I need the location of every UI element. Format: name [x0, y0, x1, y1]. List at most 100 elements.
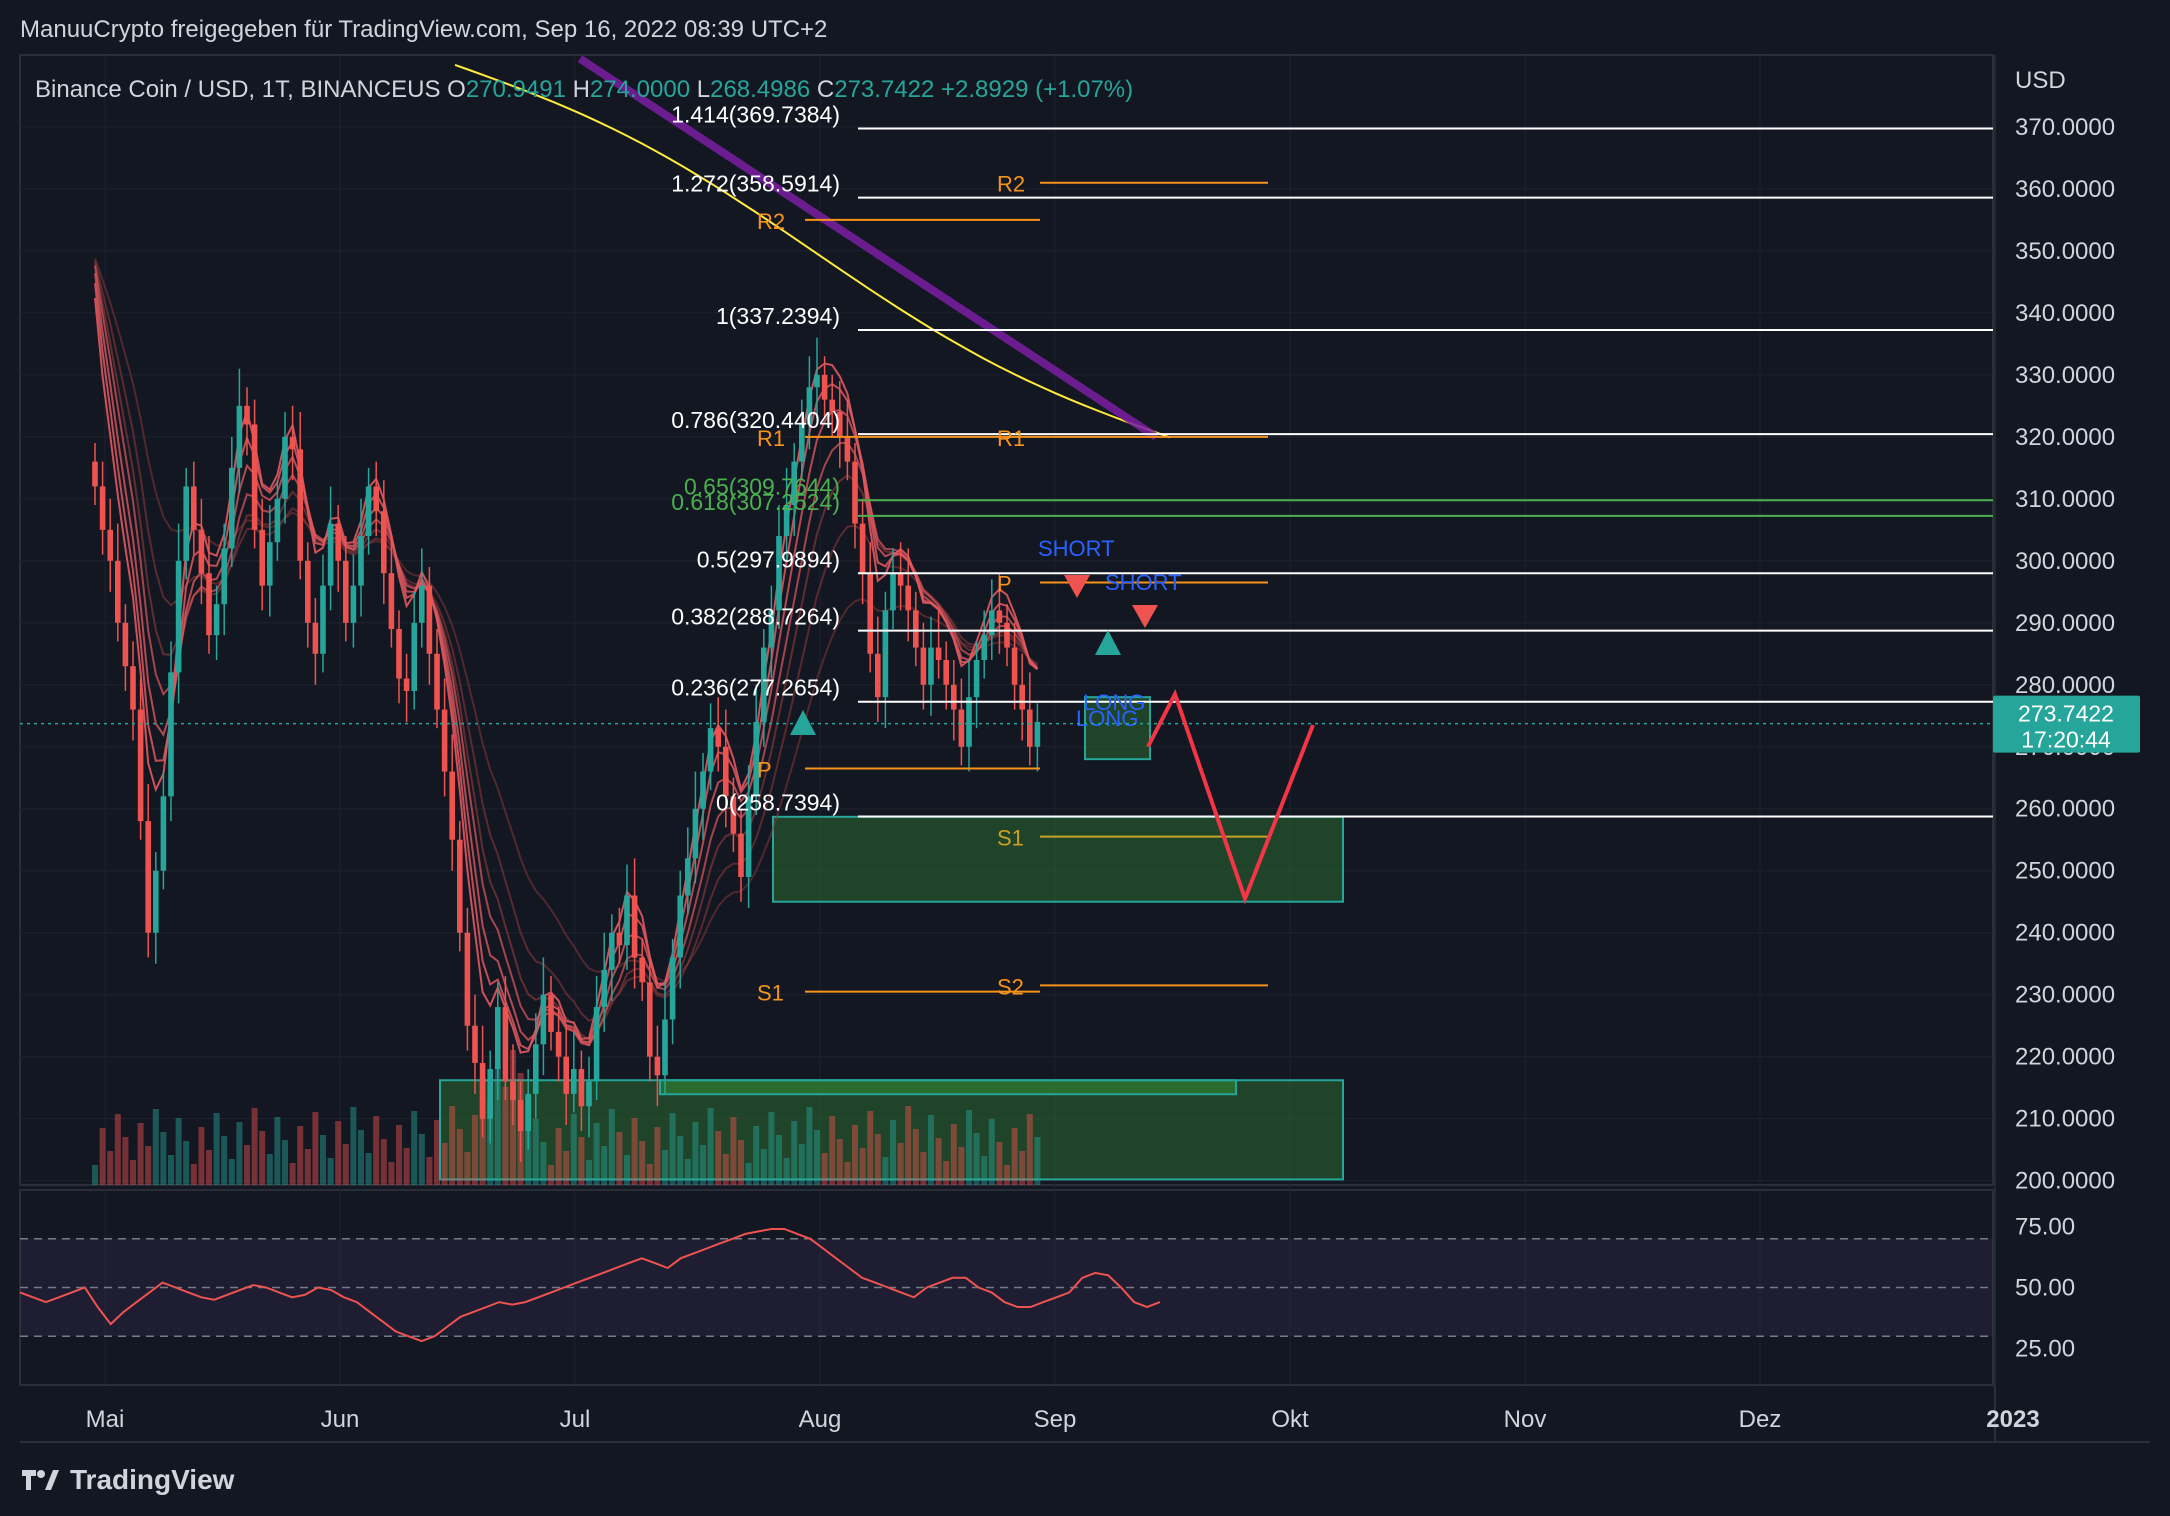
ema-ribbon-line — [94, 263, 1039, 1042]
volume-bar — [981, 1156, 988, 1185]
candle — [92, 461, 98, 487]
candle — [419, 585, 425, 623]
volume-bar — [388, 1162, 395, 1185]
volume-bar — [532, 1119, 539, 1185]
volume-bar — [555, 1128, 562, 1185]
candle — [213, 604, 220, 636]
candle — [502, 1007, 509, 1082]
candle — [168, 672, 174, 797]
price-axis-unit: USD — [2015, 67, 2066, 94]
fib-level-label: 0.236(277.2654) — [671, 675, 840, 701]
pivot-label: R1 — [757, 426, 785, 451]
candle — [1004, 622, 1010, 648]
candle — [381, 511, 387, 574]
volume-bar — [836, 1139, 843, 1185]
candle — [890, 573, 896, 611]
candle — [981, 635, 987, 660]
tradingview-footer[interactable]: TradingView — [20, 1464, 234, 1496]
buy-arrow-icon — [1095, 630, 1121, 655]
volume-bar — [449, 1106, 456, 1185]
candle — [859, 523, 866, 574]
candle — [685, 858, 691, 896]
volume-bar — [441, 1143, 448, 1185]
pivot-label: R2 — [997, 172, 1025, 197]
volume-bar — [540, 1142, 547, 1185]
volume-bar — [988, 1119, 995, 1185]
signal-label: SHORT — [1105, 570, 1182, 595]
candle — [282, 436, 288, 499]
candle — [236, 405, 243, 468]
volume-bar — [312, 1112, 319, 1185]
signal-label: LONG — [1076, 706, 1138, 731]
volume-bar — [403, 1148, 410, 1185]
price-tick-label: 370.0000 — [2015, 114, 2115, 141]
volume-bar — [935, 1138, 942, 1185]
volume-bar — [1026, 1114, 1033, 1185]
candle — [153, 870, 159, 933]
candle — [609, 932, 615, 970]
candle — [1019, 684, 1025, 710]
volume-bar — [251, 1108, 258, 1185]
candle — [327, 523, 334, 586]
price-tick-label: 350.0000 — [2015, 238, 2115, 265]
candle — [206, 573, 212, 636]
candle — [145, 821, 151, 933]
volume-bar — [342, 1144, 349, 1185]
candle — [426, 585, 433, 654]
volume-bar — [928, 1115, 934, 1185]
volume-bar — [624, 1155, 630, 1185]
candle — [677, 895, 683, 958]
volume-bar — [244, 1145, 250, 1185]
price-tick-label: 310.0000 — [2015, 486, 2115, 513]
volume-bar — [502, 1087, 509, 1185]
volume-bar — [814, 1130, 820, 1185]
volume-bar — [821, 1153, 828, 1185]
volume-bar — [418, 1134, 425, 1185]
volume-bar — [677, 1136, 684, 1185]
candle — [487, 1069, 493, 1119]
volume-bar — [327, 1158, 334, 1185]
candle — [913, 610, 919, 648]
sell-arrow-icon — [1132, 605, 1158, 628]
signal-label: LONG — [1083, 690, 1145, 715]
candle — [449, 771, 455, 840]
volume-bar — [335, 1121, 342, 1185]
volume-bar — [890, 1120, 896, 1185]
volume-bar — [791, 1121, 798, 1185]
candle — [616, 932, 623, 946]
candle — [791, 461, 797, 506]
price-tick-label: 360.0000 — [2015, 176, 2115, 203]
candle — [175, 560, 182, 673]
support-zone — [772, 815, 1344, 903]
candle — [540, 994, 547, 1045]
volume-bar — [1019, 1151, 1026, 1185]
candle — [99, 486, 106, 530]
price-tick-label: 210.0000 — [2015, 1106, 2115, 1133]
candle — [350, 585, 357, 623]
candle — [761, 647, 767, 722]
volume-bar — [996, 1142, 1003, 1185]
volume-bar — [920, 1152, 927, 1185]
fib-level-label: 0.382(288.7264) — [671, 604, 840, 630]
rsi-tick-label: 25.00 — [2015, 1335, 2075, 1362]
volume-bar — [548, 1165, 554, 1185]
time-tick-label: Sep — [1034, 1406, 1077, 1433]
pivot-label: P — [757, 757, 772, 782]
candle — [571, 1069, 577, 1094]
candle — [829, 399, 835, 413]
candle — [115, 560, 121, 623]
candle — [434, 653, 440, 710]
volume-bar — [966, 1110, 972, 1185]
candle — [631, 895, 638, 958]
candle — [844, 436, 851, 462]
volume-bar — [958, 1147, 965, 1185]
candle — [776, 536, 782, 611]
volume-bar — [738, 1140, 744, 1185]
volume-bar — [745, 1163, 752, 1185]
pivot-label: S2 — [997, 974, 1024, 999]
candle — [396, 628, 402, 679]
candle — [510, 1081, 516, 1101]
price-tick-label: 320.0000 — [2015, 424, 2115, 451]
